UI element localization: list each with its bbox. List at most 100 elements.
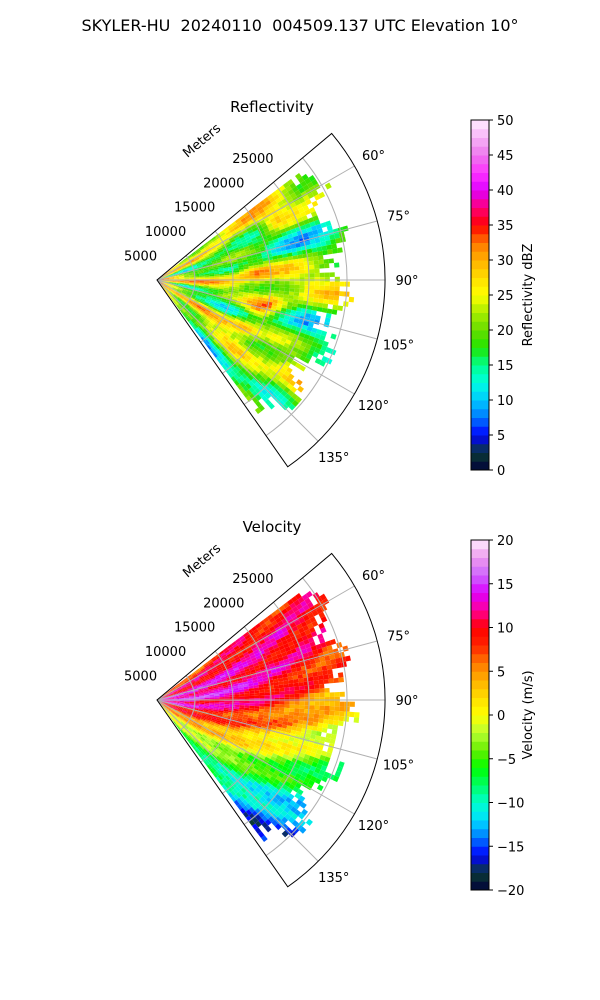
radar-cell: [259, 353, 266, 359]
radar-cell: [293, 802, 300, 810]
radar-cell: [250, 644, 257, 650]
radar-cell: [263, 686, 270, 690]
radar-cell: [162, 284, 167, 289]
radar-cell: [217, 318, 223, 323]
radar-cell: [203, 290, 209, 293]
radar-cell: [217, 738, 223, 743]
radar-cell: [310, 645, 318, 652]
colorbar-segment: [471, 233, 489, 243]
radar-cell: [205, 339, 211, 345]
radar-cell: [301, 351, 308, 358]
radar-cell: [174, 713, 179, 718]
radar-cell: [204, 675, 210, 680]
radar-cell: [271, 772, 279, 779]
radar-cell: [225, 231, 231, 236]
radar-cell: [270, 232, 277, 238]
radar-cell: [271, 781, 279, 788]
radar-cell: [331, 663, 338, 670]
radar-cell: [324, 687, 330, 693]
radar-cell: [243, 761, 250, 767]
radar-cell: [207, 735, 213, 741]
radar-cell: [298, 640, 305, 647]
radar-cell: [254, 623, 261, 629]
radar-cell: [259, 781, 266, 788]
radar-cell: [230, 255, 237, 259]
radar-cell: [298, 258, 304, 263]
radar-cell: [166, 689, 172, 693]
radar-cell: [214, 722, 220, 727]
azimuth-tick-label: 105°: [383, 759, 414, 774]
radar-cell: [207, 250, 213, 255]
radar-cell: [339, 711, 345, 717]
radar-cell: [208, 687, 214, 690]
radar-cell: [179, 261, 184, 265]
radar-cell: [289, 281, 295, 285]
radar-cell: [212, 727, 218, 732]
radar-cell: [309, 268, 315, 274]
colorbar-segment: [471, 242, 489, 252]
radar-cell: [219, 271, 225, 275]
radar-cell: [236, 640, 243, 646]
radar-cell: [270, 669, 277, 674]
radar-cell: [238, 654, 245, 659]
radar-cell: [243, 651, 249, 657]
radar-cell: [250, 249, 256, 254]
radar-cell: [231, 720, 237, 725]
radar-cell: [319, 754, 326, 761]
radar-cell: [289, 697, 295, 702]
radar-cell: [239, 807, 246, 814]
radar-cell: [323, 678, 330, 684]
radar-cell: [168, 283, 174, 286]
radar-cell: [290, 648, 297, 654]
radar-cell: [173, 271, 178, 274]
radar-cell: [208, 267, 214, 270]
radar-cell: [164, 289, 169, 294]
radar-cell: [217, 354, 223, 361]
radar-cell: [247, 352, 254, 359]
radar-cell: [204, 255, 210, 260]
radar-cell: [298, 292, 305, 297]
radar-cell: [182, 710, 188, 713]
radar-cell: [263, 767, 270, 774]
radar-cell: [286, 357, 293, 364]
radar-cell: [248, 708, 255, 712]
radar-cell: [311, 620, 319, 627]
radar-cell: [263, 364, 270, 371]
radar-cell: [283, 643, 290, 649]
radar-cell: [286, 725, 293, 730]
radar-cell: [274, 326, 281, 332]
radar-cell: [307, 721, 314, 727]
radar-cell: [215, 344, 221, 350]
radar-cell: [226, 224, 233, 230]
colorbar-segment: [471, 312, 489, 322]
radar-cell: [249, 358, 256, 364]
radar-cell: [170, 717, 175, 722]
radar-cell: [174, 278, 180, 280]
radar-cell: [231, 333, 237, 339]
radar-cell: [253, 732, 260, 737]
radar-cell: [214, 743, 220, 748]
radar-cell: [218, 658, 224, 663]
radar-cell: [267, 330, 274, 336]
radar-cell: [209, 703, 215, 706]
radar-cell: [279, 340, 286, 346]
colorbar-segment: [471, 767, 489, 777]
radar-cell: [214, 253, 220, 257]
radar-cell: [339, 706, 345, 712]
radar-cell: [205, 258, 211, 262]
radar-cell: [249, 349, 256, 356]
radar-cell: [207, 725, 214, 729]
radar-cell: [199, 720, 205, 725]
radar-cell: [169, 698, 175, 700]
radar-cell: [262, 260, 269, 265]
radar-cell: [261, 388, 268, 396]
radar-cell: [198, 706, 204, 710]
radar-cell: [183, 694, 190, 696]
radar-cell: [244, 700, 250, 704]
radar-cell: [311, 200, 319, 207]
radar-cell: [285, 327, 292, 333]
radar-cell: [273, 710, 280, 714]
radar-cell: [173, 285, 178, 289]
radar-cell: [209, 700, 215, 703]
radar-cell: [265, 753, 272, 759]
